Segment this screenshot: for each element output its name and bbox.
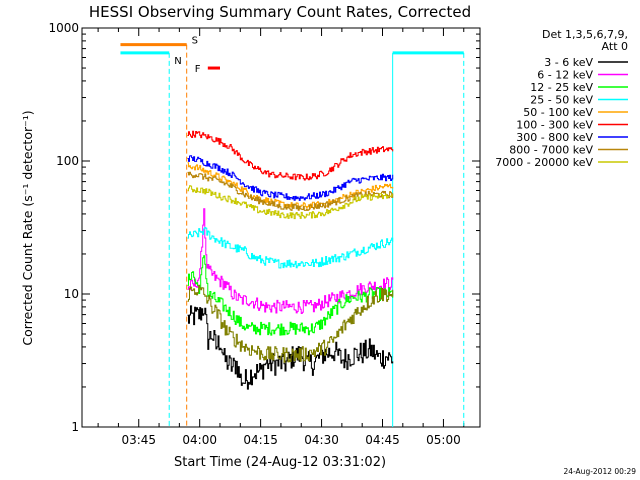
series-line xyxy=(187,171,394,211)
y-tick-label: 1000 xyxy=(48,21,79,35)
legend-header: Det 1,3,5,6,7,9, Att 0 xyxy=(542,28,628,53)
x-tick-label: 04:15 xyxy=(243,433,278,447)
date-stamp: 24-Aug-2012 00:29 xyxy=(563,467,636,476)
x-tick-label: 03:45 xyxy=(121,433,156,447)
plot-area: 1 10 100 1000 03:45 04:00 04:15 04:30 04:45 05:00… xyxy=(48,21,481,447)
legend-label: 7000 - 20000 keV xyxy=(495,156,593,169)
x-tick-label: 04:30 xyxy=(304,433,339,447)
legend-label: 300 - 800 keV xyxy=(516,131,593,144)
series-line xyxy=(187,255,394,336)
y-tick-label: 100 xyxy=(56,154,79,168)
annotation-label: F xyxy=(195,64,201,75)
legend-label: 100 - 300 keV xyxy=(516,119,593,132)
series-line xyxy=(187,130,394,181)
legend-label: 6 - 12 keV xyxy=(537,69,593,82)
series-line xyxy=(187,162,394,210)
legend-label: 800 - 7000 keV xyxy=(509,144,593,157)
legend-label: 12 - 25 keV xyxy=(530,81,593,94)
annotation-label: N xyxy=(174,56,181,67)
series-line xyxy=(187,227,394,269)
legend-label: 50 - 100 keV xyxy=(523,106,593,119)
x-tick-label: 05:00 xyxy=(426,433,461,447)
series-line xyxy=(187,155,394,201)
legend-label: 3 - 6 keV xyxy=(544,56,593,69)
x-tick-label: 04:45 xyxy=(365,433,400,447)
series-line xyxy=(187,185,394,220)
legend-header-line-2: Att 0 xyxy=(602,40,628,53)
legend-label: 25 - 50 keV xyxy=(530,94,593,107)
series-line xyxy=(187,305,394,390)
x-axis-label: Start Time (24-Aug-12 03:31:02) xyxy=(174,455,386,470)
x-tick-label: 04:00 xyxy=(182,433,217,447)
y-tick-label: 10 xyxy=(64,287,79,301)
annotation-label: S xyxy=(192,36,198,47)
chart-title: HESSI Observing Summary Count Rates, Cor… xyxy=(89,3,471,21)
series-line xyxy=(187,284,394,363)
legend-header-line-1: Det 1,3,5,6,7,9, xyxy=(542,28,628,41)
y-tick-label: 1 xyxy=(71,420,79,434)
y-axis-label: Corrected Count Rate (s⁻¹ detector⁻¹) xyxy=(20,110,35,345)
